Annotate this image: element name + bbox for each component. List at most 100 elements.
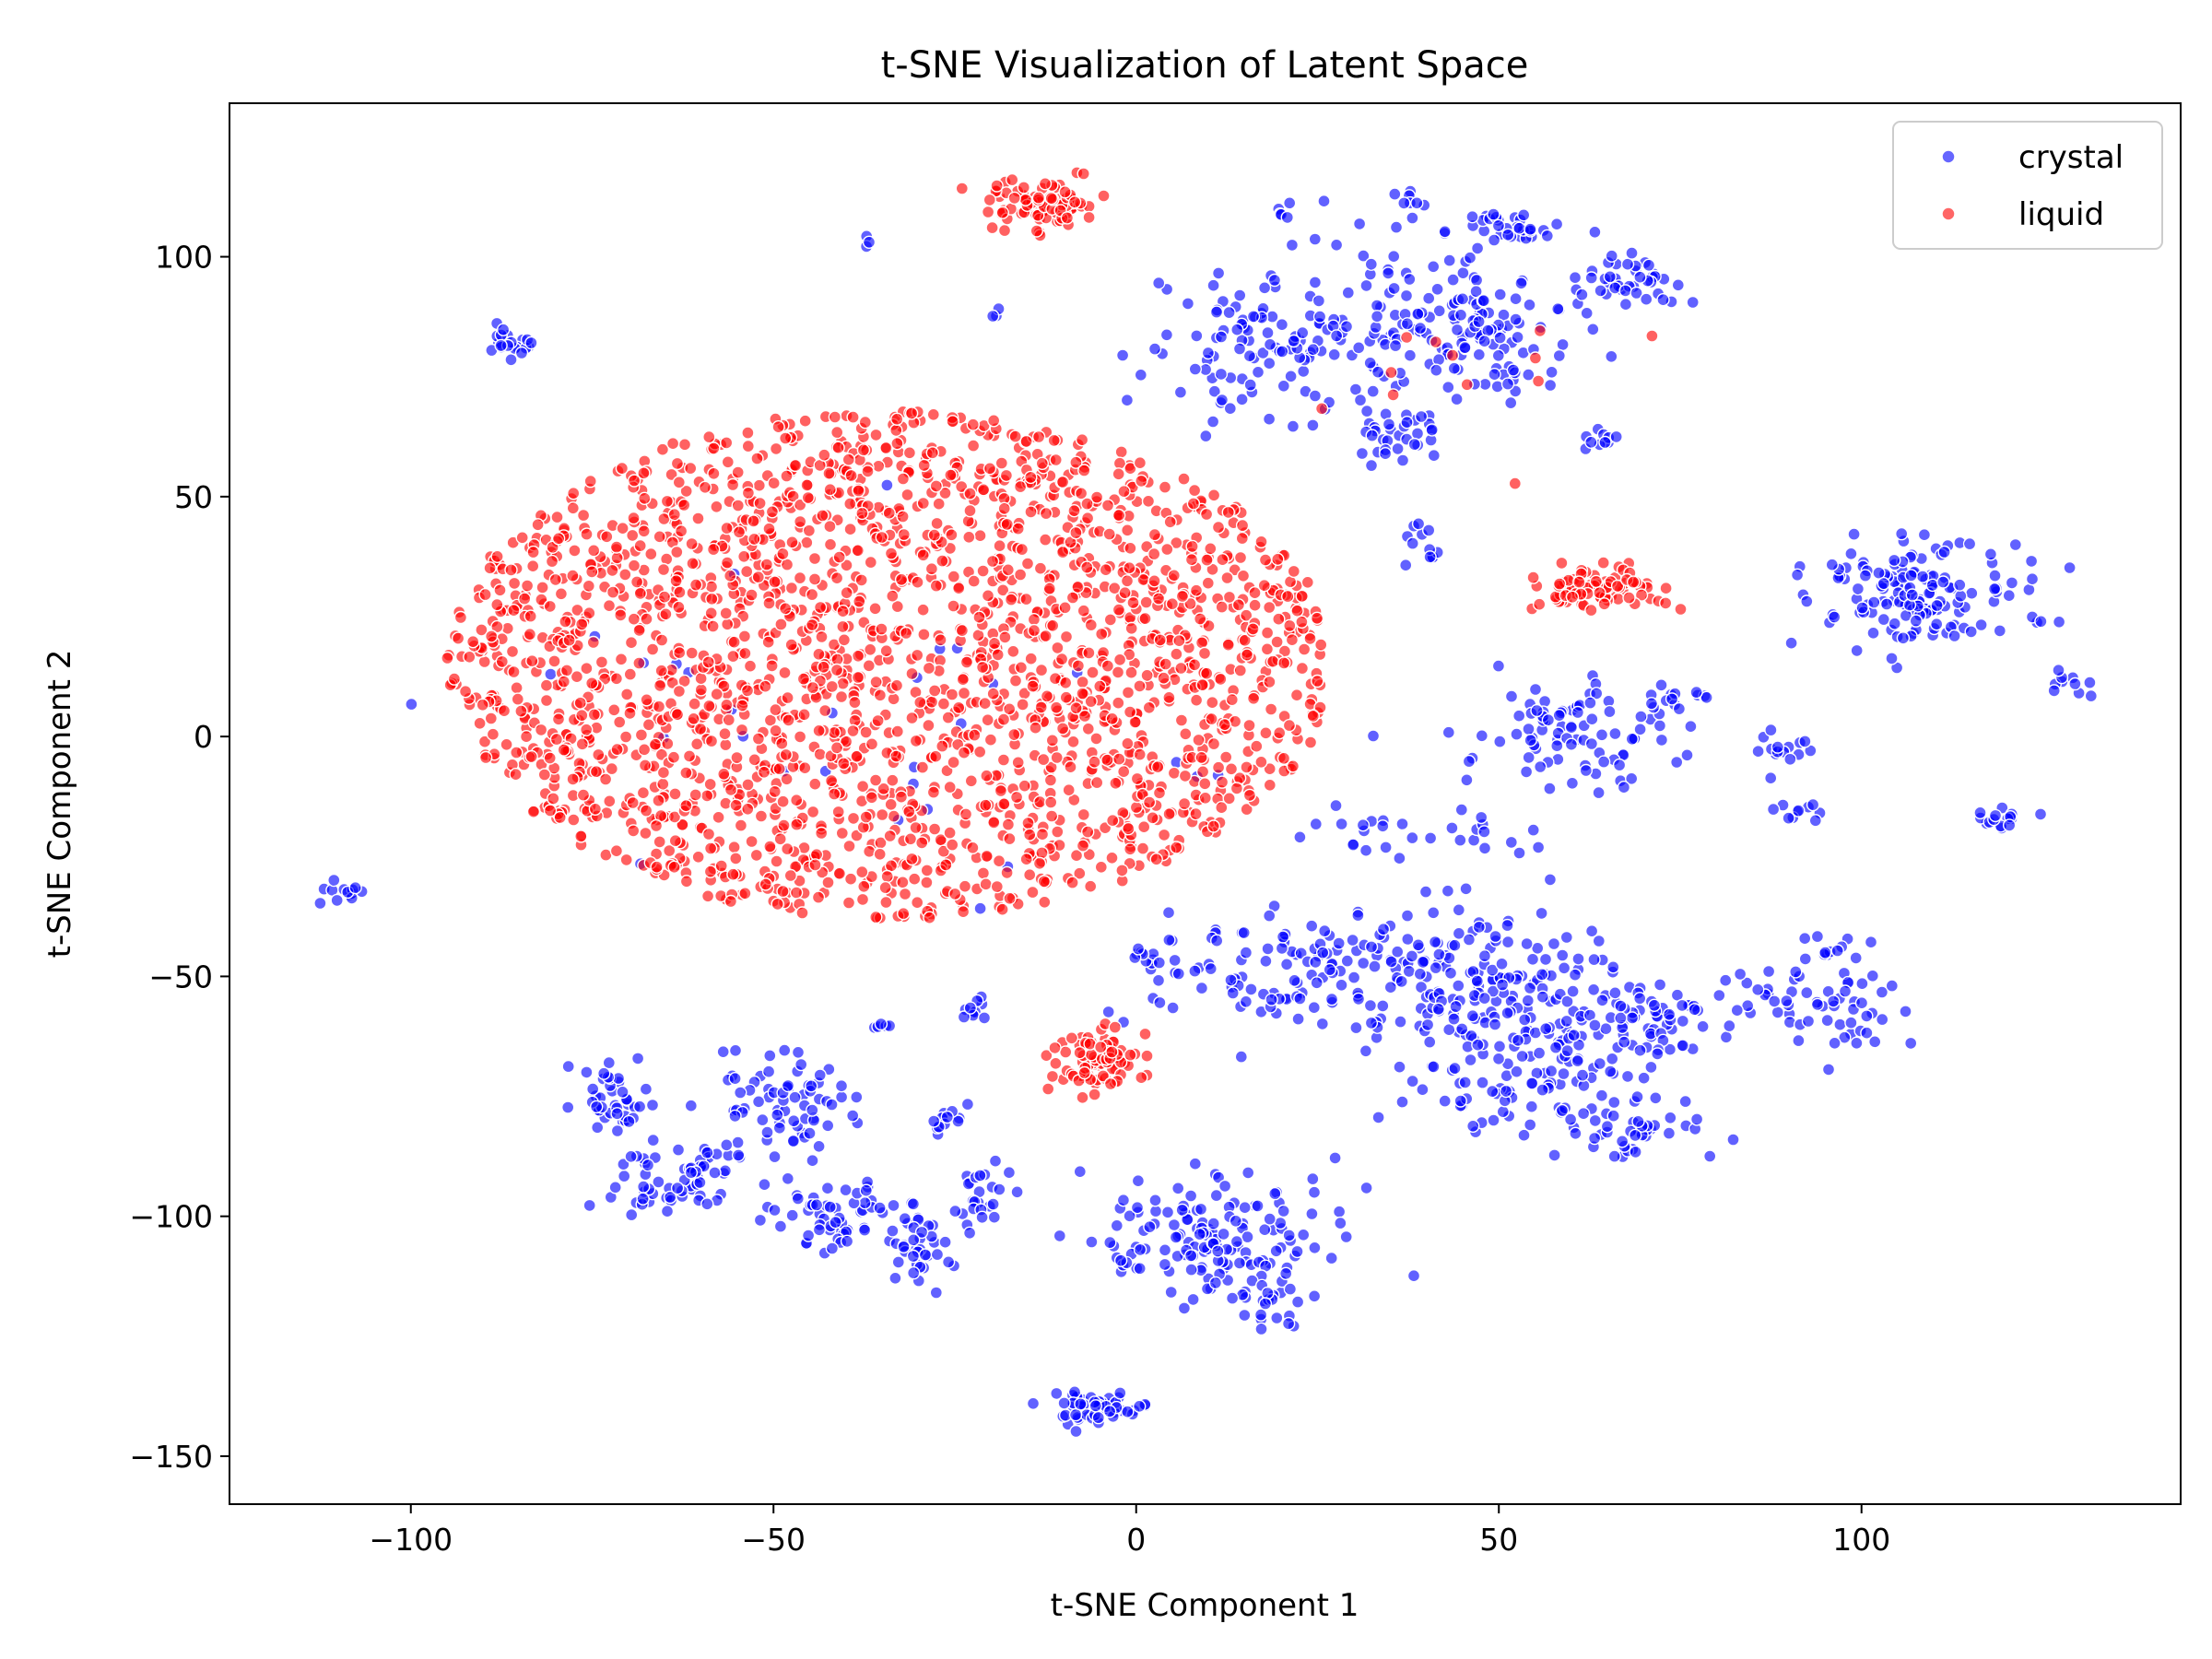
liquid-point xyxy=(1022,828,1037,841)
liquid-point xyxy=(644,547,658,561)
crystal-point xyxy=(1625,246,1639,260)
crystal-point xyxy=(1312,294,1326,308)
crystal-point xyxy=(1526,823,1540,837)
liquid-point xyxy=(916,496,930,511)
crystal-point xyxy=(2068,677,2082,691)
crystal-point xyxy=(1441,884,1455,898)
liquid-point xyxy=(567,487,581,500)
crystal-point xyxy=(1359,843,1373,857)
crystal-point xyxy=(1477,335,1491,348)
liquid-point xyxy=(771,420,785,434)
crystal-point xyxy=(1120,394,1135,407)
crystal-point xyxy=(1486,984,1500,998)
crystal-point xyxy=(1414,409,1429,424)
liquid-point xyxy=(889,678,904,692)
liquid-point xyxy=(797,708,811,722)
crystal-point xyxy=(610,1124,625,1138)
liquid-point xyxy=(837,757,851,771)
liquid-point xyxy=(1055,722,1070,735)
liquid-point xyxy=(1112,696,1125,710)
crystal-point xyxy=(1152,956,1167,970)
crystal-point xyxy=(781,1171,794,1186)
crystal-point xyxy=(622,1114,636,1129)
liquid-point xyxy=(1112,603,1126,617)
crystal-point xyxy=(1306,343,1320,357)
crystal-point xyxy=(962,1226,977,1241)
crystal-point xyxy=(1780,994,1794,1008)
crystal-point xyxy=(1953,578,1967,592)
liquid-point xyxy=(1235,518,1250,533)
liquid-point xyxy=(1290,604,1304,618)
liquid-point xyxy=(759,558,774,571)
crystal-point xyxy=(1465,1008,1480,1023)
crystal-point xyxy=(1833,1018,1847,1031)
crystal-point xyxy=(1370,299,1384,312)
crystal-point xyxy=(1552,709,1566,723)
crystal-point xyxy=(1860,1009,1874,1023)
liquid-point xyxy=(1018,779,1031,793)
crystal-point xyxy=(1528,682,1543,697)
crystal-point xyxy=(728,1109,742,1124)
liquid-point xyxy=(602,599,617,613)
crystal-point xyxy=(1647,998,1662,1013)
liquid-point xyxy=(830,571,844,585)
liquid-point xyxy=(1105,814,1120,828)
crystal-point xyxy=(2084,688,2099,703)
crystal-point xyxy=(1936,575,1950,589)
liquid-point xyxy=(1077,604,1091,618)
liquid-point xyxy=(926,407,940,421)
crystal-point xyxy=(1394,974,1408,989)
crystal-point xyxy=(1288,973,1301,988)
crystal-points xyxy=(313,184,2099,1439)
crystal-point xyxy=(1689,685,1703,700)
crystal-point xyxy=(1222,305,1236,320)
crystal-point xyxy=(1696,1019,1710,1034)
crystal-point xyxy=(2005,576,2019,590)
crystal-point xyxy=(1782,811,1795,825)
liquid-point xyxy=(655,442,670,456)
liquid-point xyxy=(490,597,504,612)
liquid-point xyxy=(790,794,804,807)
liquid-point xyxy=(623,706,637,721)
liquid-point xyxy=(1008,429,1022,443)
liquid-point xyxy=(1009,790,1024,805)
crystal-point xyxy=(1050,1386,1064,1401)
liquid-point xyxy=(869,910,883,924)
crystal-point xyxy=(1188,1157,1203,1171)
crystal-point xyxy=(1532,1046,1547,1060)
liquid-point xyxy=(1135,1070,1148,1085)
liquid-point xyxy=(1242,788,1257,803)
crystal-point xyxy=(1253,1308,1268,1322)
crystal-point xyxy=(1085,1235,1099,1249)
liquid-point xyxy=(815,629,829,644)
crystal-point xyxy=(1676,1014,1690,1029)
liquid-point xyxy=(720,521,734,535)
crystal-point xyxy=(993,1182,1006,1196)
crystal-point xyxy=(1466,833,1481,847)
crystal-point xyxy=(1432,304,1446,318)
liquid-point xyxy=(1044,191,1059,206)
liquid-point xyxy=(1147,547,1161,561)
liquid-point xyxy=(1162,807,1176,821)
crystal-point xyxy=(1175,1203,1189,1218)
liquid-point xyxy=(980,769,994,782)
crystal-point xyxy=(1194,1202,1208,1217)
crystal-point xyxy=(1929,618,1944,631)
liquid-point xyxy=(835,826,849,841)
liquid-point xyxy=(1272,612,1286,626)
crystal-point xyxy=(1351,908,1365,923)
liquid-point xyxy=(500,737,513,751)
crystal-point xyxy=(1885,979,1900,993)
liquid-point xyxy=(694,672,708,686)
crystal-point xyxy=(985,309,1000,324)
liquid-point xyxy=(1034,663,1049,677)
crystal-point xyxy=(1867,1035,1882,1049)
liquid-point xyxy=(734,818,748,832)
crystal-point xyxy=(1208,1276,1223,1290)
liquid-point xyxy=(656,777,670,791)
crystal-point xyxy=(1523,981,1537,995)
liquid-point xyxy=(774,618,788,631)
liquid-point xyxy=(582,579,595,593)
liquid-point xyxy=(1112,752,1126,766)
crystal-point xyxy=(1464,1053,1477,1067)
